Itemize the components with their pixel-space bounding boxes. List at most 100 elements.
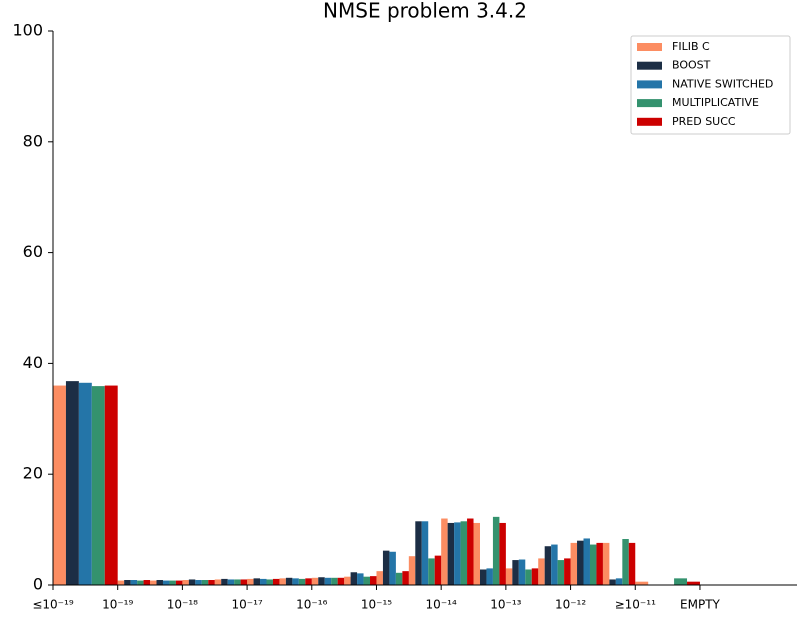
bar xyxy=(447,522,455,585)
bar xyxy=(544,546,552,585)
bar xyxy=(227,579,235,585)
bar xyxy=(195,580,202,585)
bar xyxy=(473,522,480,585)
bar xyxy=(53,385,66,585)
bar xyxy=(408,556,416,585)
bar xyxy=(635,581,649,585)
bar xyxy=(201,580,209,585)
bar xyxy=(260,578,267,585)
bar xyxy=(311,577,319,585)
x-tick-label: EMPTY xyxy=(680,598,721,612)
y-tick-label: 0 xyxy=(33,575,43,594)
legend-label: MULTIPLICATIVE xyxy=(672,96,759,109)
chart-title: NMSE problem 3.4.2 xyxy=(323,0,527,23)
y-tick-label: 100 xyxy=(12,21,43,40)
bar xyxy=(428,558,435,585)
bar xyxy=(674,578,688,585)
bar xyxy=(512,560,519,585)
bar xyxy=(622,539,629,585)
bar xyxy=(389,551,396,585)
x-tick-label: 10⁻¹³ xyxy=(490,598,521,612)
bar xyxy=(143,580,151,585)
bar xyxy=(65,381,79,585)
bar xyxy=(156,580,163,585)
x-tick-label: 10⁻¹⁷ xyxy=(231,598,262,612)
x-tick-label: 10⁻¹⁸ xyxy=(167,598,198,612)
bar xyxy=(91,386,105,585)
legend-label: PRED SUCC xyxy=(672,115,736,128)
bar xyxy=(208,580,215,585)
bar xyxy=(124,580,131,585)
bar xyxy=(247,578,254,585)
bar xyxy=(551,544,558,585)
bar xyxy=(298,578,306,585)
x-tick-label: 10⁻¹⁹ xyxy=(102,598,133,612)
legend-swatch xyxy=(637,43,662,51)
bar xyxy=(162,580,170,585)
bar xyxy=(344,576,351,585)
x-tick-label: 10⁻¹⁶ xyxy=(296,598,327,612)
y-tick-label: 60 xyxy=(23,242,43,261)
bar xyxy=(596,542,603,585)
bar xyxy=(382,550,390,585)
bar xyxy=(221,578,228,585)
bar xyxy=(175,580,183,585)
x-tick-label: 10⁻¹⁴ xyxy=(426,598,457,612)
legend-swatch xyxy=(637,117,662,126)
bar xyxy=(104,385,118,585)
bar xyxy=(363,576,371,585)
bar xyxy=(253,578,261,585)
bar xyxy=(479,569,487,585)
bar xyxy=(589,544,597,585)
bar xyxy=(492,516,500,585)
bar xyxy=(117,580,125,585)
bar xyxy=(402,571,409,585)
legend-label: FILIB C xyxy=(672,40,710,53)
bar xyxy=(137,580,144,585)
bar xyxy=(214,579,222,585)
bar xyxy=(499,522,506,585)
bar xyxy=(434,555,442,585)
x-tick-label: 10⁻¹² xyxy=(555,598,586,612)
bar xyxy=(318,577,325,585)
bar xyxy=(150,580,157,585)
x-tick-label: 10⁻¹⁵ xyxy=(361,598,392,612)
bar xyxy=(531,568,539,585)
bar xyxy=(467,518,474,585)
bar xyxy=(486,568,493,585)
bar xyxy=(505,568,513,585)
bar xyxy=(305,578,312,585)
bar xyxy=(557,560,565,585)
legend-swatch xyxy=(637,80,662,89)
bar xyxy=(421,521,429,585)
legend-swatch xyxy=(637,99,662,108)
bar xyxy=(370,576,377,585)
bar xyxy=(324,577,332,585)
bar xyxy=(687,581,700,585)
legend-label: BOOST xyxy=(672,59,711,72)
bar xyxy=(441,518,448,585)
bar xyxy=(331,577,338,585)
bar xyxy=(292,578,299,585)
bar xyxy=(460,521,468,585)
bar xyxy=(570,542,578,585)
bar xyxy=(130,580,138,585)
y-tick-label: 80 xyxy=(23,131,43,150)
legend-swatch xyxy=(637,61,662,70)
bar xyxy=(577,540,584,585)
bar xyxy=(583,538,590,585)
y-tick-label: 20 xyxy=(23,464,43,483)
bar xyxy=(240,579,248,585)
bar xyxy=(357,573,364,585)
bar xyxy=(376,571,383,585)
bar xyxy=(628,542,636,585)
bar xyxy=(279,578,286,585)
bar xyxy=(337,577,345,585)
bar xyxy=(525,569,532,585)
bar xyxy=(415,521,422,585)
x-tick-label: ≥10⁻¹¹ xyxy=(615,598,656,612)
bar xyxy=(188,579,196,585)
bar xyxy=(454,522,461,585)
legend-label: NATIVE SWITCHED xyxy=(672,77,773,90)
bar xyxy=(564,558,571,585)
